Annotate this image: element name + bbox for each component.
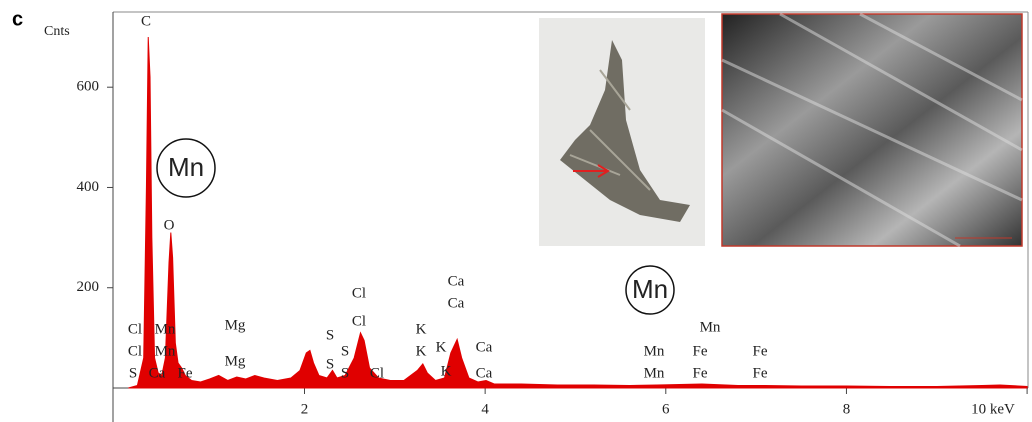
element-label: Mn — [155, 321, 176, 337]
circled-label: Mn — [632, 274, 668, 304]
element-label: Mn — [700, 319, 721, 335]
element-label: Cl — [352, 285, 366, 301]
element-label: Mn — [644, 343, 665, 359]
element-label: Fe — [753, 365, 768, 381]
element-label: K — [436, 339, 447, 355]
element-label: S — [326, 356, 334, 372]
element-label: S — [341, 365, 349, 381]
element-label: K — [441, 363, 452, 379]
x-tick-label: 10 keV — [971, 401, 1015, 417]
element-label: C — [141, 13, 151, 29]
element-label: Ca — [448, 273, 465, 289]
element-label: Fe — [178, 365, 193, 381]
element-label: Ca — [149, 365, 166, 381]
y-tick-label: 200 — [77, 279, 100, 295]
element-label: Ca — [476, 365, 493, 381]
y-tick-label: 600 — [77, 79, 100, 95]
element-label: Mn — [644, 365, 665, 381]
circled-label: Mn — [168, 152, 204, 182]
y-tick-label: 400 — [77, 179, 100, 195]
x-tick-label: 6 — [662, 401, 670, 417]
element-label: O — [164, 217, 175, 233]
element-label: Fe — [693, 343, 708, 359]
chart: c Cnts 200400600246810 keVCOClClSMnMnCaF… — [0, 0, 1032, 422]
element-label: Mn — [155, 343, 176, 359]
element-label: Ca — [448, 295, 465, 311]
x-tick-label: 8 — [843, 401, 851, 417]
element-label: Fe — [693, 365, 708, 381]
sem-inset — [722, 14, 1022, 246]
element-label: S — [129, 365, 137, 381]
element-label: Cl — [370, 365, 384, 381]
element-label: Cl — [128, 343, 142, 359]
element-label: K — [416, 343, 427, 359]
x-tick-label: 2 — [301, 401, 309, 417]
element-label: Cl — [352, 313, 366, 329]
element-label: Mg — [225, 317, 246, 333]
element-label: Cl — [128, 321, 142, 337]
x-tick-label: 4 — [481, 401, 489, 417]
element-label: Fe — [753, 343, 768, 359]
photo-inset — [539, 18, 705, 246]
element-label: S — [326, 327, 334, 343]
panel-label: c — [12, 8, 23, 30]
element-label: Ca — [476, 339, 493, 355]
element-label: K — [416, 321, 427, 337]
element-label: Mg — [225, 353, 246, 369]
element-label: S — [341, 343, 349, 359]
y-axis-label: Cnts — [44, 24, 70, 39]
